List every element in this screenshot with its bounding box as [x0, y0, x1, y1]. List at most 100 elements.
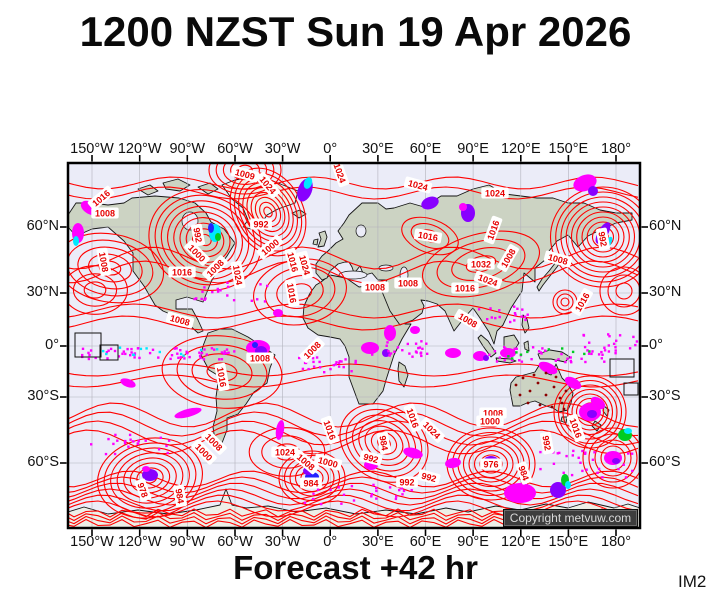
isobar-ring — [465, 255, 497, 273]
precip-blob — [361, 342, 379, 354]
precip-speckle — [607, 350, 611, 353]
precip-speckle — [411, 355, 414, 358]
precip-speckle — [87, 357, 91, 361]
svg-text:1024: 1024 — [231, 264, 244, 285]
isobar-ring — [345, 408, 423, 478]
corner-tag: IM2 — [678, 572, 707, 591]
isobar-ring — [129, 462, 171, 494]
precip-speckle — [123, 441, 127, 445]
precip-speckle — [632, 335, 635, 339]
precip-speckle — [311, 357, 315, 360]
dynamic-weather-layer: 1016 1008 1008 992 1000 1016 1008 1024 1009 1024 9… — [68, 163, 640, 528]
precip-speckle — [198, 351, 201, 354]
precip-speckle — [603, 349, 607, 352]
svg-text:984: 984 — [173, 488, 185, 505]
precip-speckle — [614, 352, 617, 355]
svg-text:1008: 1008 — [95, 208, 115, 218]
world-pressure-map: 1016 1008 1008 992 1000 1016 1008 1024 1009 1024 9… — [60, 155, 648, 536]
land-madagascar — [397, 361, 409, 388]
precip-speckle — [593, 451, 596, 454]
land-iceland — [291, 209, 307, 219]
precip-speckle — [394, 497, 398, 501]
pressure-label: 1024 — [403, 176, 433, 194]
precip-speckle — [564, 360, 567, 364]
precip-speckle — [117, 355, 121, 358]
precip-speckle — [401, 493, 404, 496]
lon-label-top: 60°E — [409, 141, 442, 157]
pressure-label: 1024 — [271, 446, 299, 458]
precip-speckle — [334, 363, 337, 366]
precip-speckle — [259, 283, 262, 286]
precip-speckle — [581, 469, 584, 473]
precip-speckle — [583, 345, 587, 349]
precip-speckle — [151, 348, 155, 351]
precip-blob — [504, 483, 536, 503]
precip-speckle — [316, 488, 320, 491]
pressure-label: 1024 — [481, 187, 509, 199]
svg-text:1008: 1008 — [365, 282, 385, 292]
map-content: 1016 1008 1008 992 1000 1016 1008 1024 1009 1024 9… — [68, 163, 640, 528]
isobar-ring — [468, 445, 514, 483]
land-ireland — [312, 238, 319, 246]
precip-blob — [208, 223, 214, 233]
isobar-ring — [278, 450, 346, 506]
lon-label-top: 150°W — [70, 141, 114, 157]
precip-speckle — [311, 497, 315, 501]
svg-text:1008: 1008 — [250, 353, 270, 363]
precip-speckle — [579, 461, 582, 464]
precip-speckle — [337, 365, 341, 368]
isobar-ring — [176, 344, 268, 400]
isobar-ring — [615, 282, 633, 300]
pressure-label: 992 — [191, 223, 205, 247]
precip-speckle — [414, 342, 418, 345]
precip-speckle — [608, 335, 611, 338]
precip-speckle — [417, 346, 420, 350]
precip-speckle — [301, 367, 305, 371]
lon-label-top: 90°E — [457, 141, 489, 157]
precip-speckle — [233, 350, 236, 353]
precip-speckle — [531, 346, 535, 349]
precip-speckle — [516, 307, 519, 310]
precip-speckle — [232, 299, 236, 302]
lon-label-bottom: 30°E — [362, 534, 394, 550]
isobar — [68, 411, 639, 437]
pressure-label: 992 — [540, 431, 554, 455]
svg-text:1016: 1016 — [215, 366, 228, 387]
precip-speckle — [323, 371, 326, 374]
station-dot — [544, 393, 548, 397]
isobar-ring — [116, 452, 184, 504]
precip-speckle — [200, 297, 203, 301]
precip-speckle — [179, 349, 182, 352]
lon-label-bottom: 60°W — [217, 534, 253, 550]
precip-speckle — [203, 286, 206, 289]
isobar — [68, 315, 639, 331]
precip-speckle — [561, 347, 564, 350]
pressure-label: 1024 — [230, 260, 246, 290]
precip-speckle — [514, 313, 517, 317]
precip-speckle — [203, 348, 206, 351]
lon-label-top: 30°E — [362, 141, 394, 157]
precip-speckle — [375, 486, 378, 490]
precip-speckle — [513, 305, 516, 308]
isobar-ring — [242, 182, 294, 242]
lat-label-right: 60°N — [649, 218, 682, 234]
precip-speckle — [350, 484, 354, 488]
lon-label-top: 180° — [601, 141, 631, 157]
lon-label-bottom: 0° — [323, 534, 338, 550]
isobar-ring — [68, 265, 128, 315]
precip-blob — [384, 325, 396, 341]
isobar-ring — [259, 201, 277, 223]
isobar-ring — [576, 211, 630, 263]
precip-speckle — [105, 352, 108, 356]
precip-speckle — [493, 350, 497, 353]
precip-speckle — [624, 476, 628, 479]
isobar-ring — [68, 239, 154, 297]
isobar — [68, 303, 639, 319]
precip-speckle — [195, 297, 198, 300]
precip-speckle — [420, 354, 423, 358]
precip-speckle — [386, 341, 389, 344]
precip-speckle — [503, 346, 506, 349]
precip-speckle — [320, 502, 323, 506]
precip-speckle — [126, 347, 129, 351]
station-dot — [560, 401, 564, 405]
